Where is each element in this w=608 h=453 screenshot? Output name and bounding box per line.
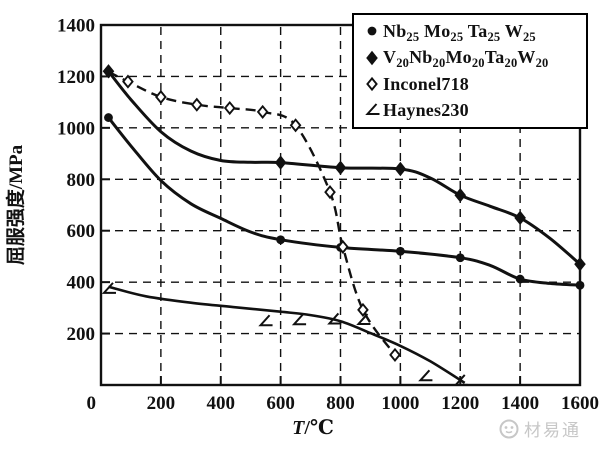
- marker-haynes230-3: [327, 312, 342, 325]
- marker-haynes230-1: [258, 314, 273, 327]
- marker-v20-nb20-mo20-ta20-w20-5: [514, 210, 526, 226]
- filled-circle-icon: [360, 21, 383, 41]
- marker-haynes230-5: [418, 369, 433, 382]
- watermark: 材易通: [498, 416, 581, 441]
- marker-v20-nb20-mo20-ta20-w20-4: [454, 188, 467, 203]
- marker-nb25-mo25-ta25-w25-0: [104, 113, 113, 122]
- y-tick-label-400: 400: [67, 273, 96, 294]
- legend-marker-glyph-v20-nb20-mo20-ta20-w20: [365, 50, 378, 65]
- legend-marker-glyph-inconel718: [365, 77, 378, 92]
- legend-item-haynes230: Haynes230: [360, 98, 584, 124]
- corner-icon: [360, 101, 383, 121]
- y-tick-label-1200: 1200: [57, 67, 95, 88]
- marker-inconel718-8: [357, 302, 369, 318]
- legend-item-nb25-mo25-ta25-w25: Nb25 Mo25 Ta25 W25: [360, 18, 584, 44]
- marker-haynes230-0: [101, 282, 116, 294]
- series-markers-v20-nb20-mo20-ta20-w20: [102, 64, 586, 272]
- y-axis-label: 屈服强度/MPa: [4, 144, 27, 265]
- x-tick-label-200: 200: [147, 393, 176, 414]
- marker-nb25-mo25-ta25-w25-1: [276, 235, 286, 245]
- legend-label-haynes230: Haynes230: [383, 100, 469, 121]
- legend-marker-glyph-haynes230: [364, 103, 379, 115]
- x-axis-label: T/℃: [292, 417, 334, 439]
- marker-nb25-mo25-ta25-w25-4: [455, 253, 465, 263]
- marker-v20-nb20-mo20-ta20-w20-3: [394, 161, 407, 177]
- y-tick-label-200: 200: [67, 324, 96, 345]
- x-tick-label-1400: 1400: [501, 393, 539, 414]
- legend-label-inconel718: Inconel718: [383, 73, 470, 94]
- x-tick-label-1600: 1600: [561, 393, 599, 414]
- marker-inconel718-3: [223, 100, 236, 116]
- marker-inconel718-4: [256, 104, 269, 120]
- marker-inconel718-9: [389, 347, 401, 363]
- marker-nb25-mo25-ta25-w25-3: [395, 246, 405, 256]
- x-tick-label-600: 600: [266, 393, 295, 414]
- y-tick-label-600: 600: [67, 221, 96, 242]
- marker-v20-nb20-mo20-ta20-w20-2: [334, 160, 347, 175]
- marker-inconel718-5: [289, 118, 302, 133]
- marker-inconel718-2: [190, 97, 203, 112]
- legend-label-v20-nb20-mo20-ta20-w20: V20Nb20Mo20Ta20W20: [383, 47, 549, 71]
- y-tick-label-1400: 1400: [57, 16, 95, 37]
- axes-frame: [99, 23, 582, 387]
- marker-haynes230-4: [356, 313, 371, 325]
- open-diamond-icon: [360, 74, 383, 94]
- watermark-logo: [499, 419, 519, 438]
- legend: Nb25 Mo25 Ta25 W25 V20Nb20Mo20Ta20W20 Inco…: [352, 13, 588, 129]
- x-tick-label-1200: 1200: [441, 393, 479, 414]
- series-markers-nb25-mo25-ta25-w25: [104, 113, 585, 290]
- legend-item-v20-nb20-mo20-ta20-w20: V20Nb20Mo20Ta20W20: [360, 45, 584, 71]
- marker-v20-nb20-mo20-ta20-w20-0: [102, 64, 115, 79]
- y-tick-label-1000: 1000: [57, 118, 95, 139]
- legend-item-inconel718: Inconel718: [360, 71, 584, 97]
- series-markers-inconel718: [122, 74, 401, 363]
- filled-diamond-icon: [360, 48, 383, 68]
- marker-inconel718-1: [155, 89, 167, 105]
- y-tick-label-800: 800: [67, 170, 96, 191]
- marker-haynes230-2: [291, 313, 307, 326]
- marker-inconel718-7: [337, 239, 349, 255]
- marker-inconel718-6: [324, 185, 336, 200]
- x-tick-label-400: 400: [207, 393, 236, 414]
- series-curve-nb25-mo25-ta25-w25: [107, 116, 581, 287]
- x-tick-label-1000: 1000: [381, 393, 419, 414]
- series-curve-haynes230: [108, 285, 466, 384]
- watermark-text: 材易通: [524, 421, 581, 440]
- legend-marker-glyph-nb25-mo25-ta25-w25: [367, 26, 376, 36]
- marker-inconel718-0: [122, 74, 134, 89]
- marker-v20-nb20-mo20-ta20-w20-1: [274, 155, 287, 170]
- x-tick-label-800: 800: [326, 393, 355, 414]
- marker-nb25-mo25-ta25-w25-5: [515, 274, 525, 284]
- legend-label-nb25-mo25-ta25-w25: Nb25 Mo25 Ta25 W25: [383, 20, 536, 44]
- x-tick-label-0: 0: [87, 393, 97, 414]
